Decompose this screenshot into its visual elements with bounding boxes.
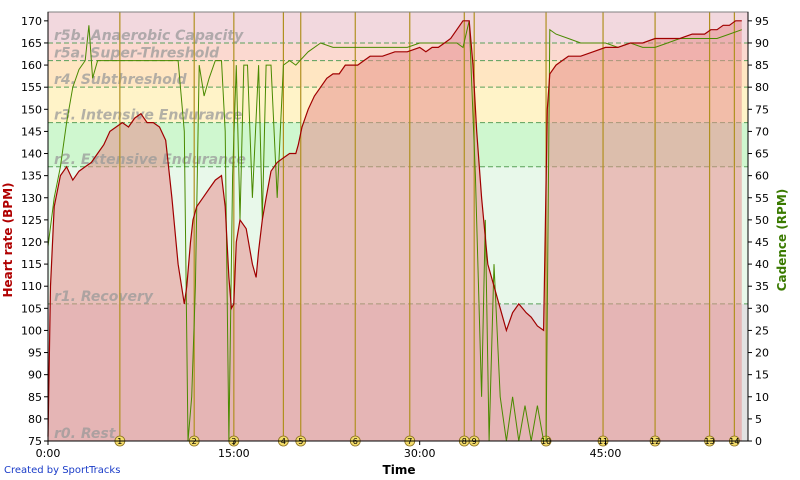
x-tick-label: 45:00 — [590, 447, 622, 460]
y-left-tick-label: 90 — [28, 369, 42, 382]
heart-rate-area — [48, 20, 742, 442]
y-right-tick-label: 75 — [755, 103, 769, 116]
zone-label: r5b. Anaerobic Capacity — [54, 28, 244, 44]
y-right-tick-label: 45 — [755, 236, 769, 249]
zone-label: r0. Rest — [54, 426, 117, 442]
y-left-tick-label: 150 — [21, 103, 42, 116]
y-right-tick-label: 0 — [755, 435, 762, 448]
y-left-tick-label: 135 — [21, 170, 42, 183]
y-left-tick-label: 165 — [21, 37, 42, 50]
zone-label: r5a. Super-Threshold — [54, 46, 220, 62]
zone-band — [48, 12, 748, 43]
y-left-tick-label: 120 — [21, 236, 42, 249]
y-right-tick-label: 90 — [755, 37, 769, 50]
y-left-tick-label: 80 — [28, 413, 42, 426]
y-right-tick-label: 25 — [755, 324, 769, 337]
y-left-tick-label: 170 — [21, 15, 42, 28]
y-left-tick-label: 75 — [28, 435, 42, 448]
y-right-tick-label: 60 — [755, 170, 769, 183]
y-right-tick-label: 70 — [755, 125, 769, 138]
y-right-tick-label: 85 — [755, 59, 769, 72]
y-left-tick-label: 155 — [21, 81, 42, 94]
y-right-tick-label: 55 — [755, 192, 769, 205]
y-left-tick-label: 110 — [21, 280, 42, 293]
x-tick-label: 15:00 — [218, 447, 250, 460]
y-right-tick-label: 10 — [755, 391, 769, 404]
y-left-tick-label: 85 — [28, 391, 42, 404]
sporttracks-credit: Created by SportTracks — [4, 465, 121, 476]
x-axis-title: Time — [383, 463, 416, 477]
y-left-tick-label: 100 — [21, 324, 42, 337]
y-axis-right-title: Cadence (RPM) — [775, 189, 789, 292]
axes: 7580859095100105110115120125130135140145… — [21, 11, 769, 460]
y-axis-left-title: Heart rate (BPM) — [1, 182, 15, 297]
y-right-tick-label: 50 — [755, 214, 769, 227]
zone-label: r3. Intensive Endurance — [54, 108, 242, 124]
heart-rate-fill — [48, 20, 742, 442]
cadence-line — [47, 20, 742, 442]
y-left-tick-label: 115 — [21, 258, 42, 271]
y-right-tick-label: 5 — [755, 413, 762, 426]
y-right-tick-label: 20 — [755, 347, 769, 360]
y-right-tick-label: 95 — [755, 15, 769, 28]
y-left-tick-label: 95 — [28, 347, 42, 360]
y-left-tick-label: 145 — [21, 125, 42, 138]
y-left-tick-label: 140 — [21, 148, 42, 161]
x-tick-label: 0:00 — [36, 447, 61, 460]
zone-label: r4. Subthreshold — [54, 72, 188, 88]
y-right-tick-label: 40 — [755, 258, 769, 271]
zone-label: r1. Recovery — [54, 289, 154, 305]
zone-labels: r0. Rest r1. Recovery r2. Extensive Endura… — [54, 28, 246, 442]
y-right-tick-label: 65 — [755, 148, 769, 161]
series-lines — [47, 20, 742, 442]
zone-label: r2. Extensive Endurance — [54, 152, 246, 168]
heart-rate-line — [47, 20, 742, 437]
y-left-tick-label: 125 — [21, 214, 42, 227]
y-left-tick-label: 105 — [21, 302, 42, 315]
y-left-tick-label: 130 — [21, 192, 42, 205]
x-tick-label: 30:00 — [404, 447, 436, 460]
y-right-tick-label: 80 — [755, 81, 769, 94]
y-left-tick-label: 160 — [21, 59, 42, 72]
y-right-tick-label: 30 — [755, 302, 769, 315]
y-right-tick-label: 35 — [755, 280, 769, 293]
y-right-tick-label: 15 — [755, 369, 769, 382]
